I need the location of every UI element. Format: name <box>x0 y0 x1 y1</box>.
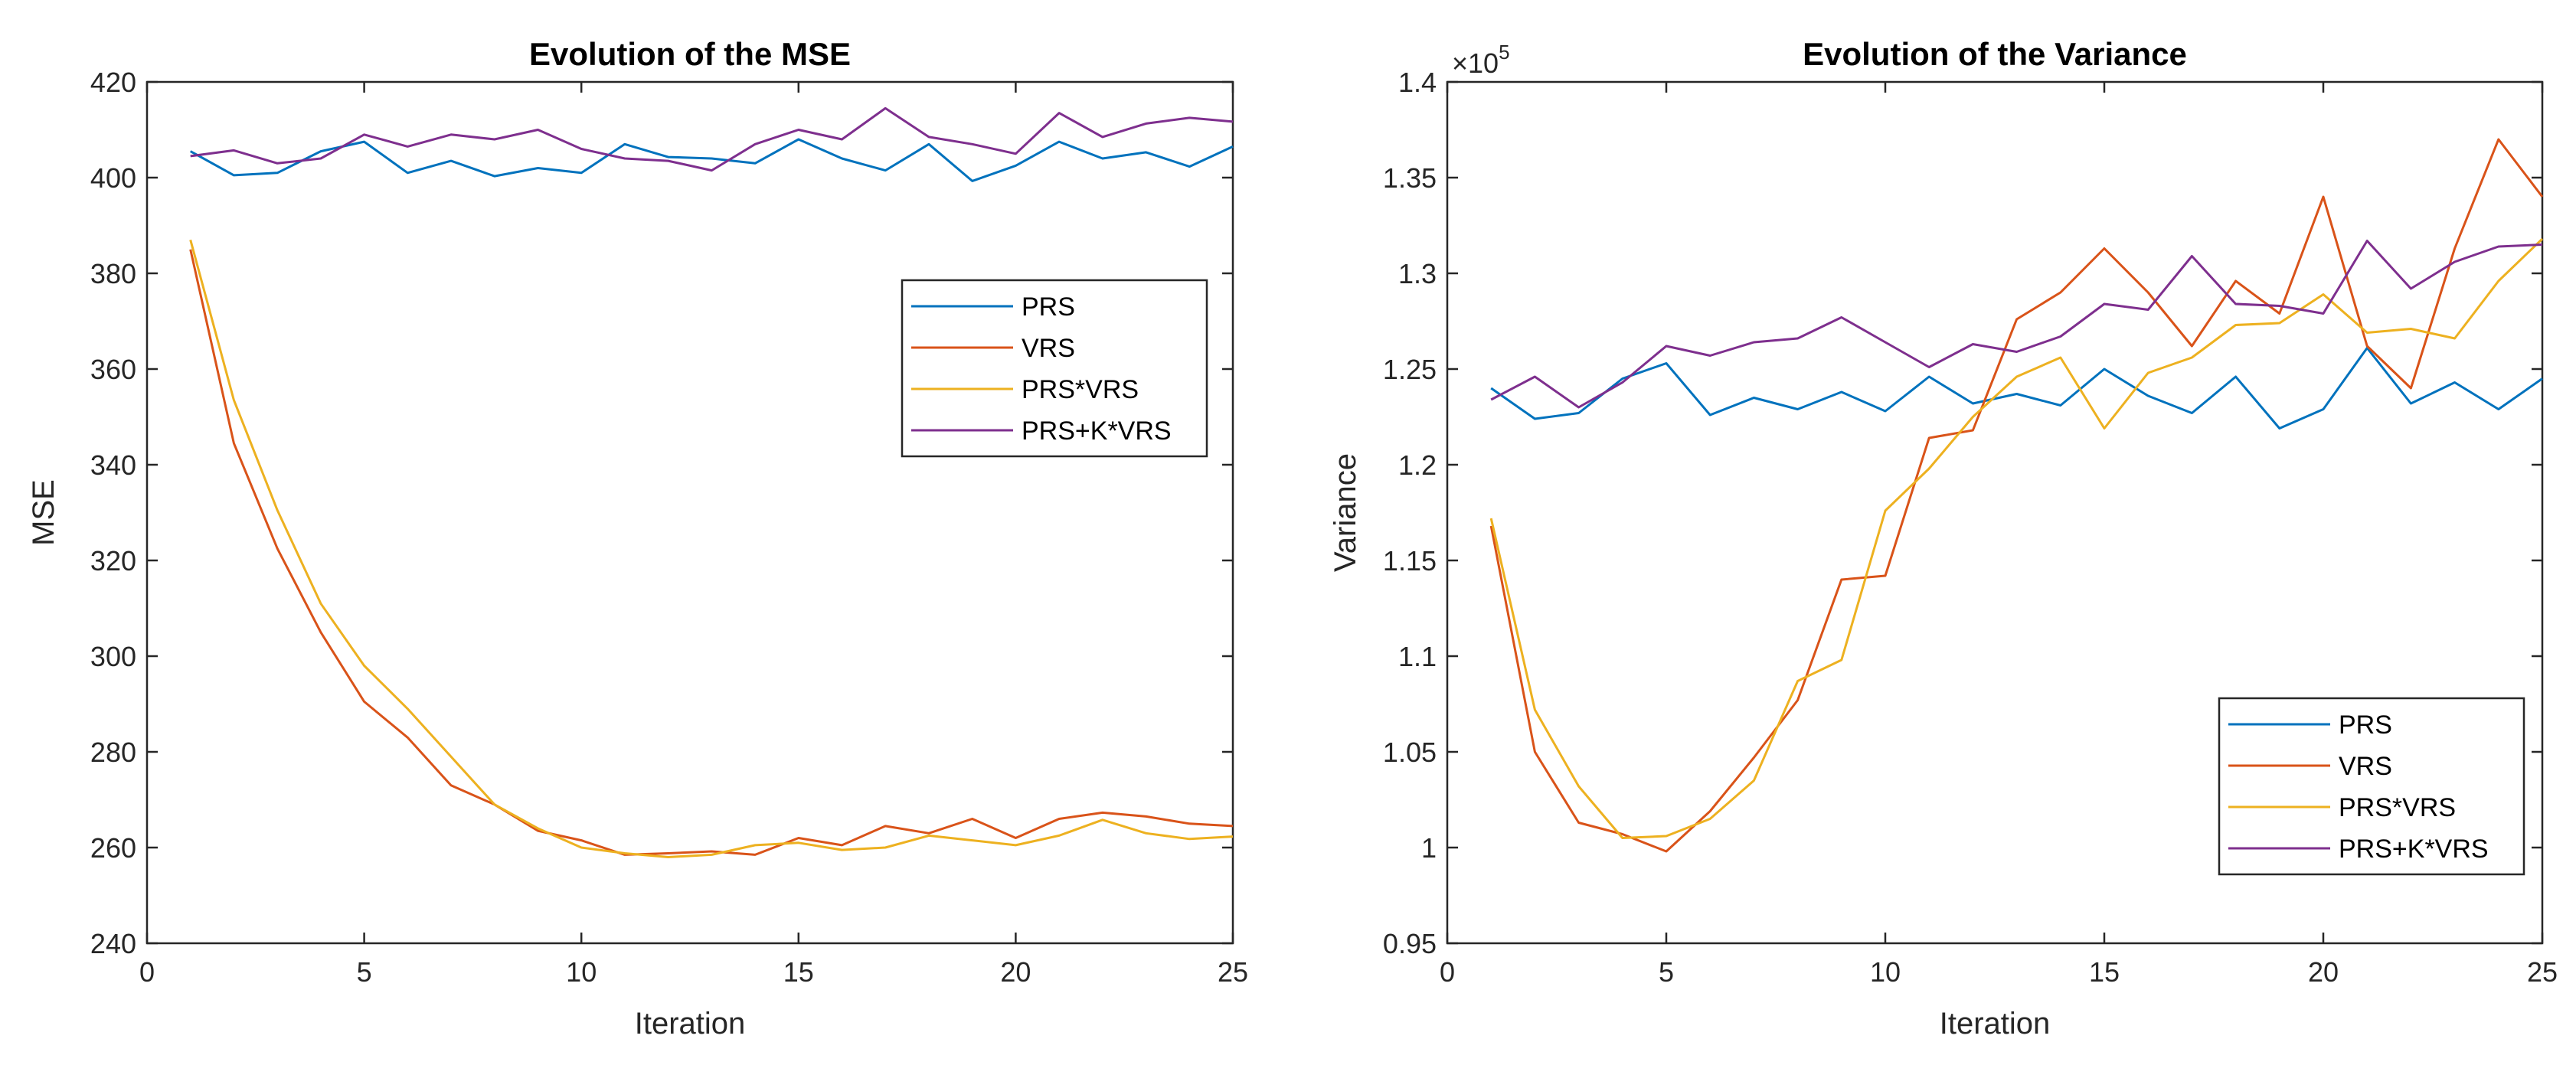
x-tick-label: 10 <box>1870 956 1901 988</box>
series-line <box>190 106 1234 172</box>
y-tick-label: 340 <box>90 449 136 481</box>
x-tick-label: 25 <box>2527 956 2558 988</box>
legend-label: PRS <box>2339 711 2392 740</box>
multiplier-exponent: 5 <box>1499 41 1509 64</box>
series-prs-k-vrs <box>1490 240 2543 409</box>
y-tick-label: 1.4 <box>1398 67 1437 98</box>
y-tick-label: 380 <box>90 258 136 289</box>
x-axis-label: Iteration <box>1940 1007 2051 1040</box>
y-tick-label: 1.2 <box>1398 449 1437 481</box>
y-tick-label: 0.95 <box>1383 928 1437 959</box>
x-axis-label: Iteration <box>635 1007 746 1040</box>
y-tick-label: 1.15 <box>1383 545 1437 577</box>
y-tick-label: 260 <box>90 832 136 864</box>
series-line <box>189 249 1234 856</box>
series-line <box>189 138 1234 182</box>
y-tick-label: 280 <box>90 737 136 768</box>
series-prs <box>189 138 1234 182</box>
x-tick-label: 0 <box>139 956 155 988</box>
y-tick-label: 320 <box>90 545 136 577</box>
series-prs-k-vrs <box>190 106 1234 172</box>
y-tick-label: 1.35 <box>1383 162 1437 194</box>
chart-title: Evolution of the MSE <box>529 36 851 72</box>
x-tick-label: 10 <box>566 956 597 988</box>
series-vrs <box>1489 138 2544 853</box>
x-tick-label: 15 <box>783 956 814 988</box>
series-prs-vrs <box>189 239 1234 858</box>
y-tick-label: 1 <box>1421 832 1437 864</box>
y-tick-label: 400 <box>90 162 136 194</box>
legend-box <box>901 279 1208 458</box>
y-tick-label: 1.1 <box>1398 641 1437 672</box>
y-tick-label: 1.3 <box>1398 258 1437 289</box>
y-tick-label: 240 <box>90 928 136 959</box>
y-axis-label: Variance <box>1329 453 1362 572</box>
legend-label: PRS+K*VRS <box>2339 835 2489 864</box>
chart-1: 0 5 10 15 20 25 240 260 280 300 320 340 360 380 400 420… <box>27 36 1248 1040</box>
legend-label: VRS <box>1022 334 1075 363</box>
y-tick-label: 1.05 <box>1383 737 1437 768</box>
y-tick-label: 300 <box>90 641 136 672</box>
y-tick-label: 420 <box>90 67 136 98</box>
chart-2: 0 5 10 15 20 25 0.95 1 1.05 1.1 1.15 1.2 1.25 1.3 1.35… <box>1329 36 2558 1040</box>
x-tick-label: 25 <box>1218 956 1248 988</box>
legend-label: VRS <box>2339 752 2392 781</box>
series-prs <box>1490 347 2543 430</box>
y-axis-label: MSE <box>27 479 60 546</box>
x-tick-label: 0 <box>1440 956 1455 988</box>
legend-label: PRS <box>1022 292 1075 322</box>
legend-label: PRS+K*VRS <box>1022 417 1172 446</box>
x-tick-label: 5 <box>1659 956 1674 988</box>
legend-label: PRS*VRS <box>1022 375 1139 404</box>
multiplier-base: ×10 <box>1452 47 1499 79</box>
series-prs-vrs <box>1489 237 2544 839</box>
x-tick-label: 15 <box>2089 956 2120 988</box>
legend-label: PRS*VRS <box>2339 793 2456 822</box>
legend-box <box>2218 697 2525 876</box>
x-tick-label: 20 <box>2308 956 2339 988</box>
legend: PRS VRS PRS*VRS PRS+K*VRS <box>901 279 1208 458</box>
y-tick-label: 1.25 <box>1383 354 1437 385</box>
x-tick-label: 20 <box>1000 956 1031 988</box>
legend: PRS VRS PRS*VRS PRS+K*VRS <box>2218 697 2525 876</box>
x-tick-label: 5 <box>357 956 372 988</box>
plot-area <box>145 80 1234 945</box>
chart-title: Evolution of the Variance <box>1803 36 2187 72</box>
y-tick-label: 360 <box>90 354 136 385</box>
axis-multiplier: ×105 <box>1452 41 1510 79</box>
